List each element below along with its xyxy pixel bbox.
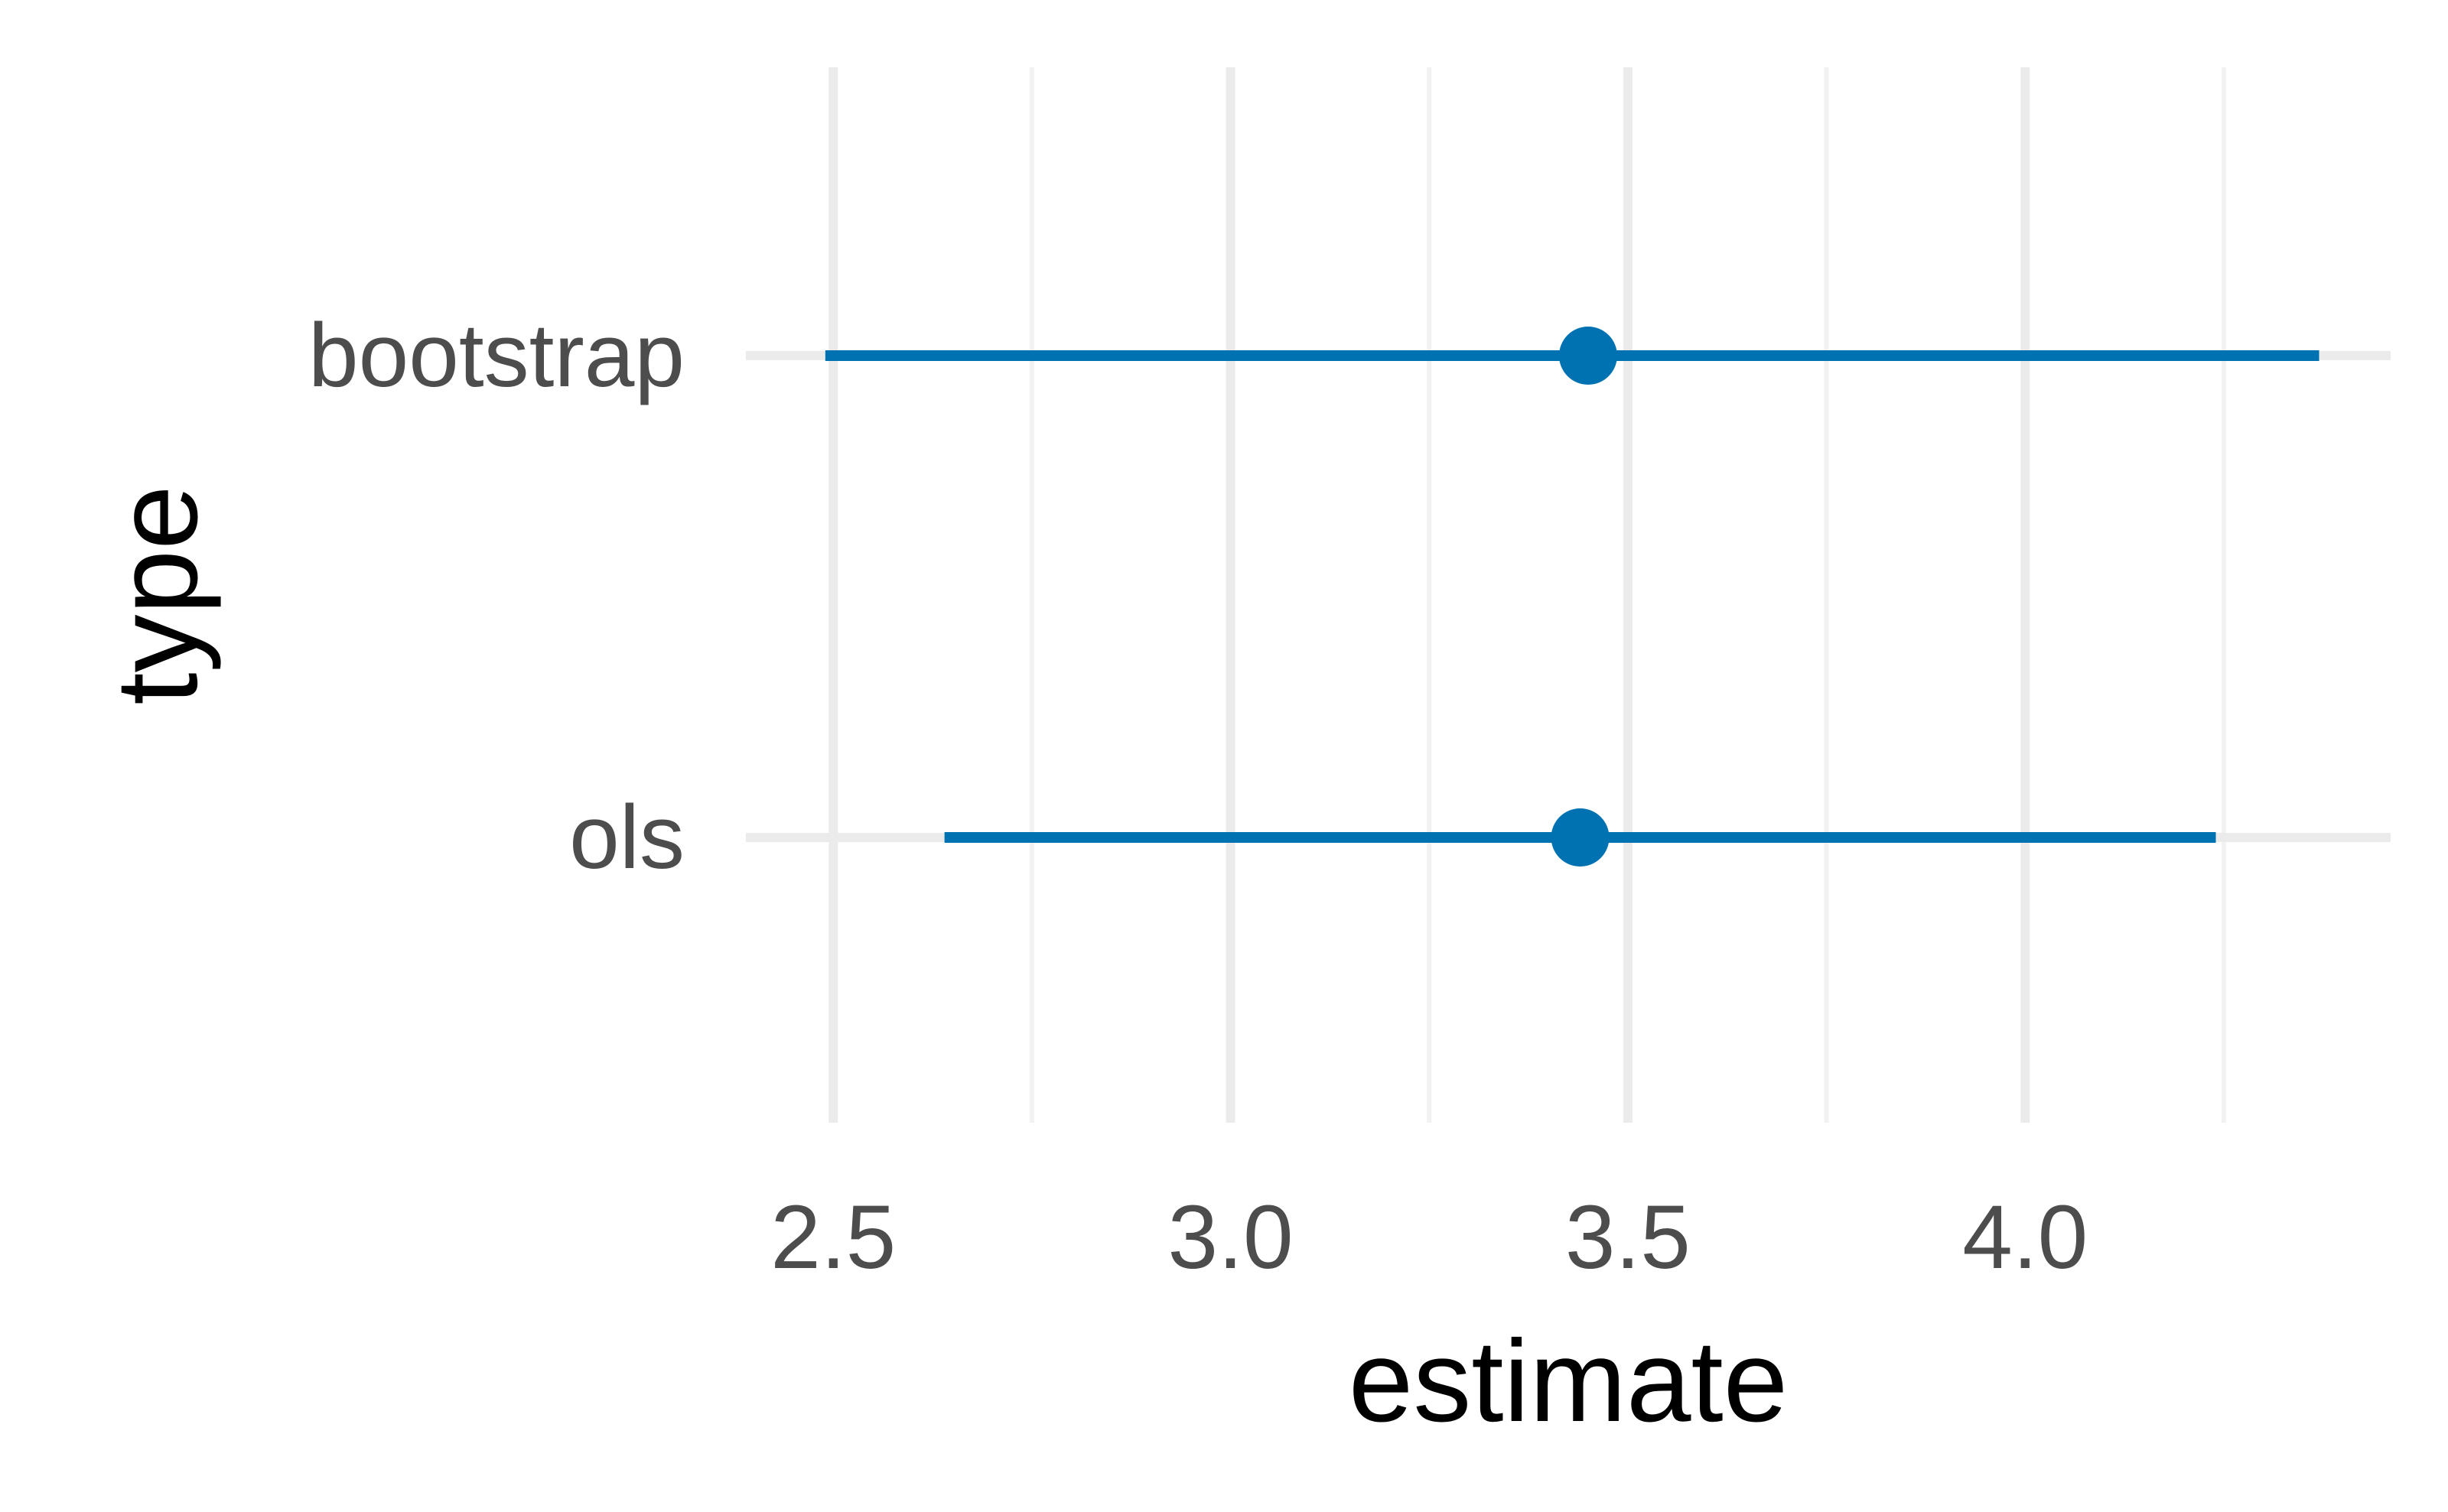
estimate-point-bootstrap: [1558, 327, 1617, 385]
marks-layer: [825, 327, 2319, 867]
x-tick-label: 2.5: [770, 1187, 896, 1288]
labels-layer: 2.5 3.0 3.5 4.0 bootstrap ols: [308, 305, 2088, 1288]
grid-layer: [746, 67, 2391, 1123]
y-axis-title: type: [92, 485, 222, 704]
x-axis-title: estimate: [1349, 1316, 1788, 1446]
y-tick-label: bootstrap: [308, 305, 685, 406]
y-tick-label: ols: [569, 787, 685, 888]
x-tick-label: 4.0: [1962, 1187, 2088, 1288]
estimate-point-ols: [1551, 808, 1610, 867]
x-tick-label: 3.5: [1565, 1187, 1691, 1288]
x-tick-label: 3.0: [1168, 1187, 1294, 1288]
